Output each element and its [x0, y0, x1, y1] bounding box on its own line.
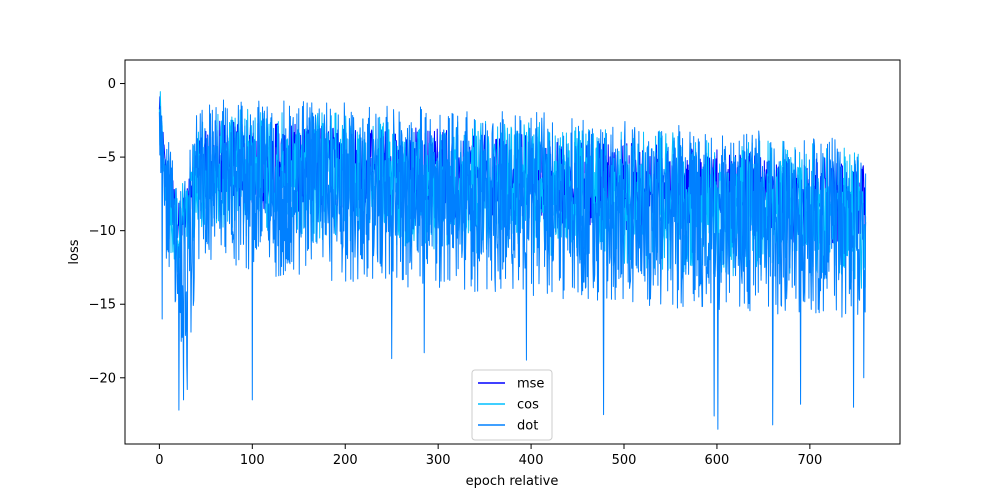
- x-tick-label: 100: [240, 453, 265, 468]
- y-tick-label: −15: [89, 298, 116, 313]
- y-axis-label: loss: [67, 239, 82, 264]
- plot-frame: [124, 59, 901, 445]
- legend-label-dot: dot: [517, 419, 538, 434]
- x-tick-label: 0: [155, 453, 163, 468]
- x-tick-label: 400: [519, 453, 544, 468]
- y-tick-label: −5: [97, 151, 116, 166]
- series-line-dot: [158, 99, 867, 430]
- x-tick-label: 500: [612, 453, 637, 468]
- x-tick-label: 600: [705, 453, 730, 468]
- x-tick-label: 200: [333, 453, 358, 468]
- y-tick-label: −10: [89, 224, 116, 239]
- x-tick-label: 300: [426, 453, 451, 468]
- y-tick-label: 0: [108, 77, 116, 92]
- legend: mse cos dot: [471, 369, 553, 441]
- x-axis-label: epoch relative: [466, 474, 559, 489]
- legend-box: [471, 369, 553, 441]
- y-tick-label: −20: [89, 371, 116, 386]
- series-layer: [158, 91, 867, 430]
- y-axis-ticks: 0 −5 −10 −15 −20: [89, 77, 125, 386]
- x-tick-label: 700: [797, 453, 822, 468]
- legend-label-cos: cos: [517, 398, 539, 413]
- plot-area: [124, 59, 901, 445]
- x-axis-ticks: 0 100 200 300 400 500 600 700: [155, 444, 822, 468]
- legend-label-mse: mse: [517, 377, 544, 392]
